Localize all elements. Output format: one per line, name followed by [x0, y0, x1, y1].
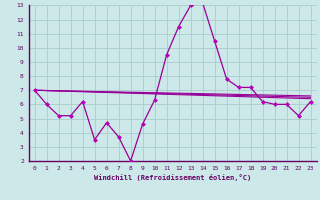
X-axis label: Windchill (Refroidissement éolien,°C): Windchill (Refroidissement éolien,°C) — [94, 174, 251, 181]
